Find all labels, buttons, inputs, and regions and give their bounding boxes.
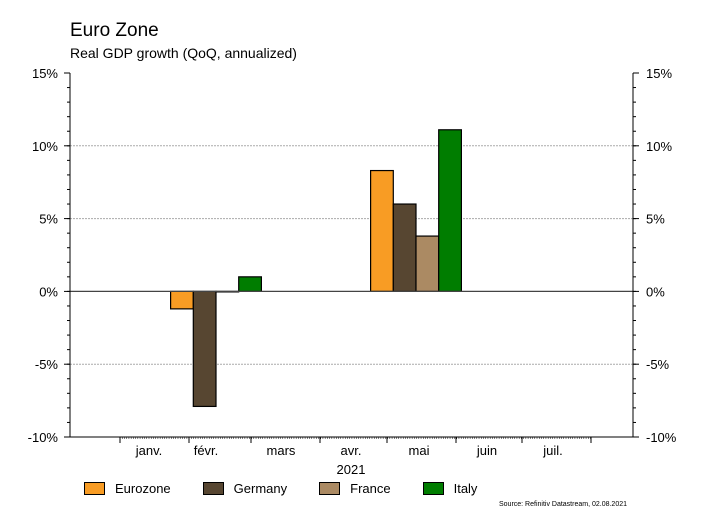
x-tick-label: mai <box>409 443 430 458</box>
legend-swatch <box>319 482 341 495</box>
y-tick-label-right: 15% <box>646 66 672 81</box>
bar-germany <box>392 203 417 292</box>
legend-label: Italy <box>453 481 478 496</box>
bar-italy <box>238 276 262 292</box>
x-tick-label: juil. <box>542 443 563 458</box>
y-tick-label-right: -10% <box>646 430 677 445</box>
y-tick-label-right: -5% <box>646 357 670 372</box>
x-tick-label: juin <box>476 443 497 458</box>
legend-item-germany: Germany <box>202 481 288 496</box>
legend: Eurozone Germany France Italy <box>84 481 509 496</box>
legend-item-eurozone: Eurozone <box>84 481 171 496</box>
x-axis-label: 2021 <box>337 462 366 477</box>
y-tick-label-left: 15% <box>32 66 58 81</box>
source-note: Source: Refinitiv Datastream, 02.08.2021 <box>498 501 627 508</box>
x-tick-label: janv. <box>135 443 163 458</box>
bar-germany <box>192 290 217 408</box>
legend-item-italy: Italy <box>422 481 478 496</box>
legend-swatch <box>422 482 444 495</box>
y-tick-label-left: 0% <box>39 284 58 299</box>
y-tick-label-left: 5% <box>39 212 58 227</box>
y-tick-label-right: 0% <box>646 284 665 299</box>
y-tick-label-left: 10% <box>32 139 58 154</box>
y-tick-label-left: -10% <box>28 430 59 445</box>
legend-label: France <box>350 481 391 496</box>
bar-eurozone <box>170 290 194 310</box>
y-tick-label-left: -5% <box>35 357 59 372</box>
bar-eurozone <box>370 169 394 293</box>
bar-italy <box>438 129 463 292</box>
x-tick-label: févr. <box>194 443 219 458</box>
chart-subtitle: Real GDP growth (QoQ, annualized) <box>70 45 297 61</box>
legend-swatch <box>84 482 105 495</box>
legend-label: Germany <box>233 481 288 496</box>
chart-title: Euro Zone <box>70 20 159 41</box>
bar-france <box>415 235 440 293</box>
y-tick-label-right: 10% <box>646 139 672 154</box>
legend-item-france: France <box>319 481 391 496</box>
legend-swatch <box>202 482 224 495</box>
x-tick-label: avr. <box>341 443 362 458</box>
legend-label: Eurozone <box>115 481 171 496</box>
y-tick-label-right: 5% <box>646 212 665 227</box>
x-tick-label: mars <box>267 443 296 458</box>
